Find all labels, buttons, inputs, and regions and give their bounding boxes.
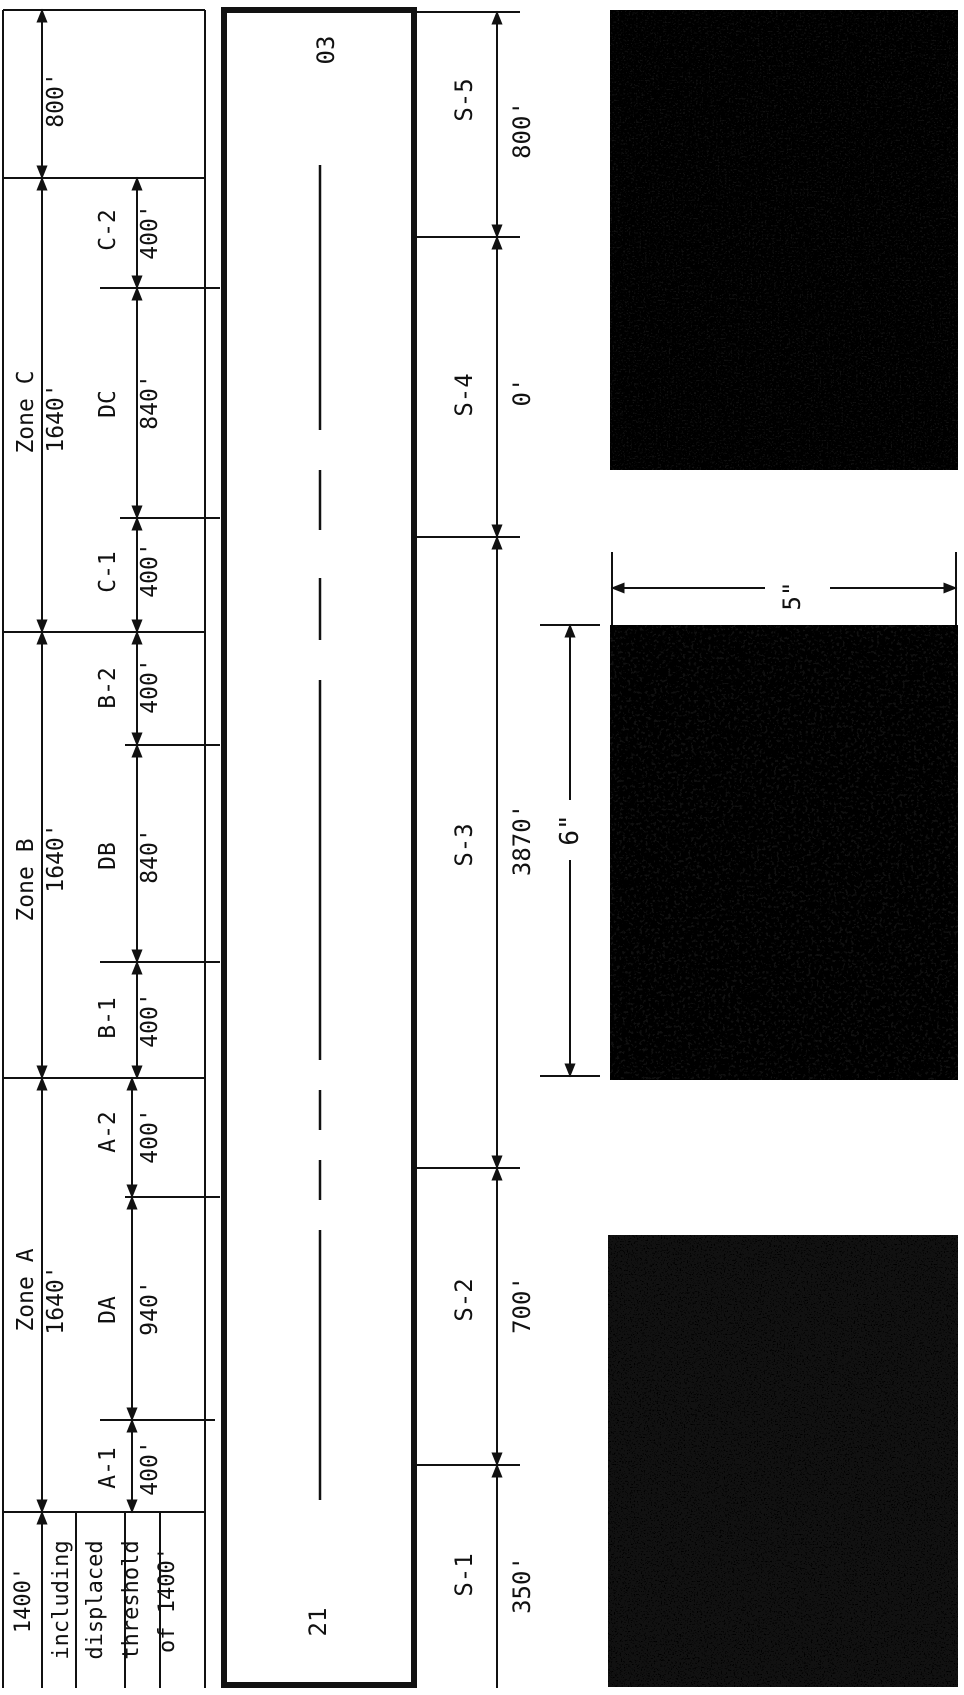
s3-label: S-3	[450, 823, 478, 866]
zone-a-label: Zone A	[13, 1248, 39, 1331]
surface-photo-middle	[610, 625, 958, 1080]
b1-length: 400'	[137, 992, 163, 1047]
runway-end-03: 03	[312, 36, 340, 65]
s1-length: 350'	[508, 1556, 536, 1614]
svg-text:threshold: threshold	[119, 1540, 144, 1659]
b2-label: B-2	[95, 667, 121, 709]
dc-label: DC	[95, 390, 121, 418]
svg-text:1400': 1400'	[11, 1567, 36, 1633]
zone-c-label: Zone C	[13, 370, 39, 453]
s3-length: 3870'	[508, 804, 536, 876]
c1-length: 400'	[137, 542, 163, 597]
s5-label: S-5	[450, 78, 478, 121]
photo-height-label: 6"	[555, 814, 585, 845]
a2-label: A-2	[95, 1111, 121, 1153]
zone-a-length: 1640'	[43, 1265, 69, 1334]
s4-length: 0'	[508, 378, 536, 407]
da-label: DA	[95, 1296, 121, 1324]
svg-text:including: including	[49, 1540, 74, 1659]
s2-label: S-2	[450, 1278, 478, 1321]
b1-label: B-1	[95, 997, 121, 1039]
s1-label: S-1	[450, 1553, 478, 1596]
c2-length: 400'	[137, 204, 163, 259]
a2-length: 400'	[137, 1108, 163, 1163]
a1-length: 400'	[137, 1440, 163, 1495]
da-length: 940'	[137, 1280, 163, 1335]
zone-c-length: 1640'	[43, 383, 69, 452]
db-length: 840'	[137, 828, 163, 883]
photo-width-label: 5"	[778, 582, 806, 611]
threshold-note: 1400' including displaced threshold of 1…	[11, 1540, 180, 1659]
surface-photo-bottom	[608, 1235, 958, 1687]
db-label: DB	[95, 842, 121, 870]
s2-length: 700'	[508, 1276, 536, 1334]
runway-end-21: 21	[304, 1608, 332, 1637]
svg-text:displaced: displaced	[83, 1540, 108, 1659]
a1-label: A-1	[95, 1447, 121, 1489]
s5-length: 800'	[508, 101, 536, 159]
zone-b-length: 1640'	[43, 823, 69, 892]
zone-schedule	[2, 8, 220, 1688]
end-length-label: 800'	[43, 72, 69, 127]
zone-b-label: Zone B	[13, 838, 39, 921]
dc-length: 840'	[137, 374, 163, 429]
c1-label: C-1	[95, 551, 121, 593]
s4-label: S-4	[450, 373, 478, 416]
c2-label: C-2	[95, 209, 121, 251]
surface-photo-top	[610, 10, 958, 470]
section-schedule	[414, 10, 520, 1688]
b2-length: 400'	[137, 658, 163, 713]
runway: 03 21	[221, 7, 417, 1688]
svg-text:of 1400': of 1400'	[155, 1547, 180, 1653]
